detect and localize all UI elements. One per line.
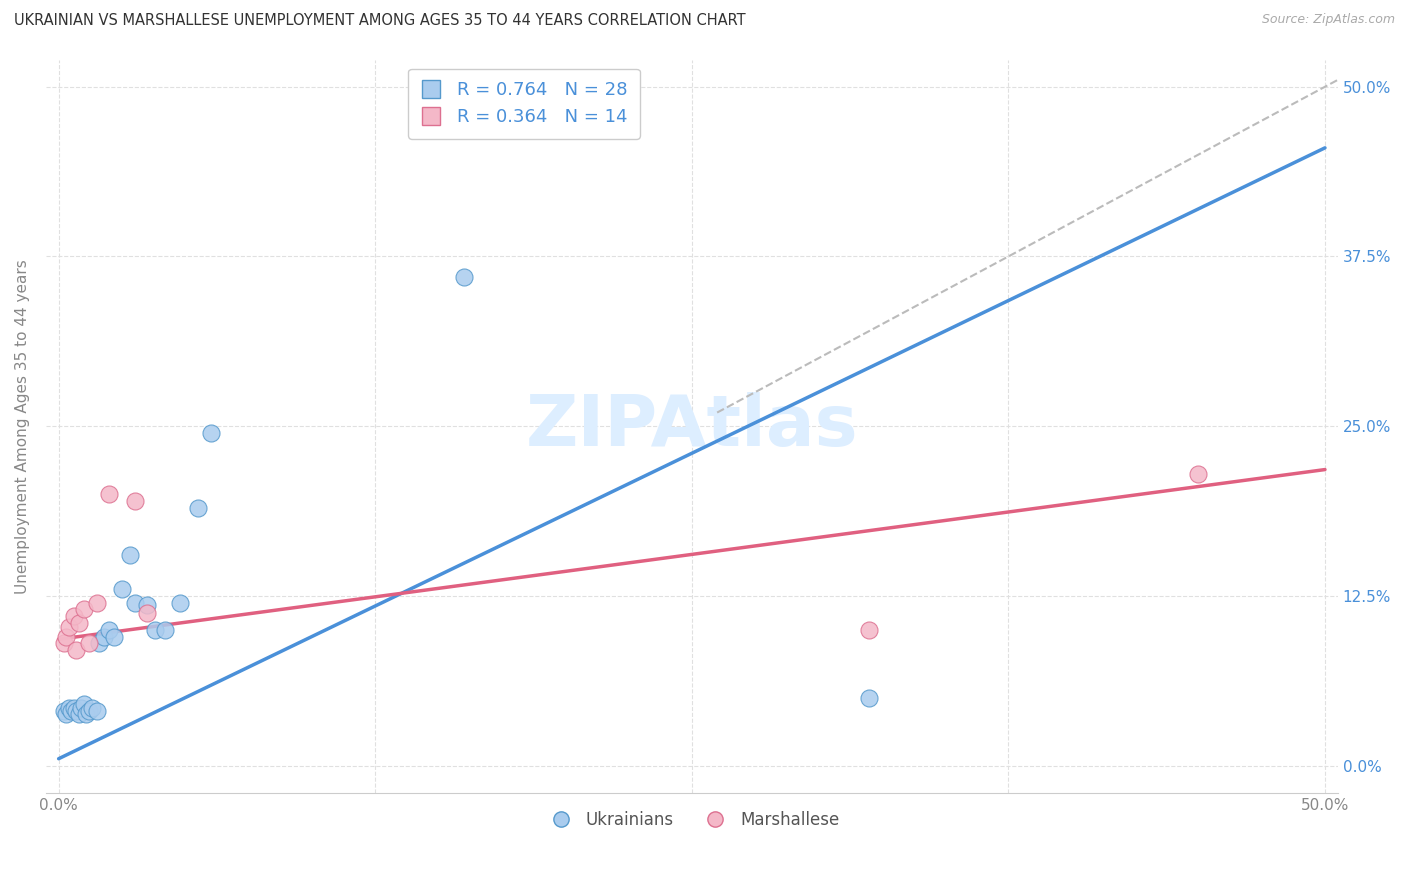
Point	[136, 599, 159, 613]
Point	[200, 425, 222, 440]
Y-axis label: Unemployment Among Ages 35 to 44 years: Unemployment Among Ages 35 to 44 years	[15, 259, 30, 593]
Point	[77, 704, 100, 718]
Point	[86, 704, 108, 718]
Point	[77, 636, 100, 650]
Text: ZIPAtlas: ZIPAtlas	[526, 392, 858, 460]
Point	[187, 500, 209, 515]
Point	[58, 701, 80, 715]
Point	[124, 596, 146, 610]
Point	[136, 607, 159, 621]
Point	[86, 596, 108, 610]
Point	[58, 620, 80, 634]
Point	[118, 548, 141, 562]
Point	[55, 706, 77, 721]
Legend: Ukrainians, Marshallese: Ukrainians, Marshallese	[537, 805, 846, 836]
Point	[169, 596, 191, 610]
Point	[103, 630, 125, 644]
Text: UKRAINIAN VS MARSHALLESE UNEMPLOYMENT AMONG AGES 35 TO 44 YEARS CORRELATION CHAR: UKRAINIAN VS MARSHALLESE UNEMPLOYMENT AM…	[14, 13, 745, 29]
Point	[63, 701, 86, 715]
Point	[858, 623, 880, 637]
Point	[453, 269, 475, 284]
Point	[858, 690, 880, 705]
Point	[52, 704, 75, 718]
Point	[67, 615, 90, 630]
Point	[52, 636, 75, 650]
Point	[98, 487, 121, 501]
Point	[70, 701, 93, 715]
Point	[153, 623, 176, 637]
Point	[80, 701, 103, 715]
Point	[65, 643, 87, 657]
Point	[67, 706, 90, 721]
Text: Source: ZipAtlas.com: Source: ZipAtlas.com	[1261, 13, 1395, 27]
Point	[93, 630, 115, 644]
Point	[65, 704, 87, 718]
Point	[73, 602, 96, 616]
Point	[89, 636, 111, 650]
Point	[143, 623, 166, 637]
Point	[76, 706, 98, 721]
Point	[1187, 467, 1209, 481]
Point	[73, 698, 96, 712]
Point	[111, 582, 134, 596]
Point	[124, 493, 146, 508]
Point	[98, 623, 121, 637]
Point	[60, 704, 83, 718]
Point	[55, 630, 77, 644]
Point	[63, 609, 86, 624]
